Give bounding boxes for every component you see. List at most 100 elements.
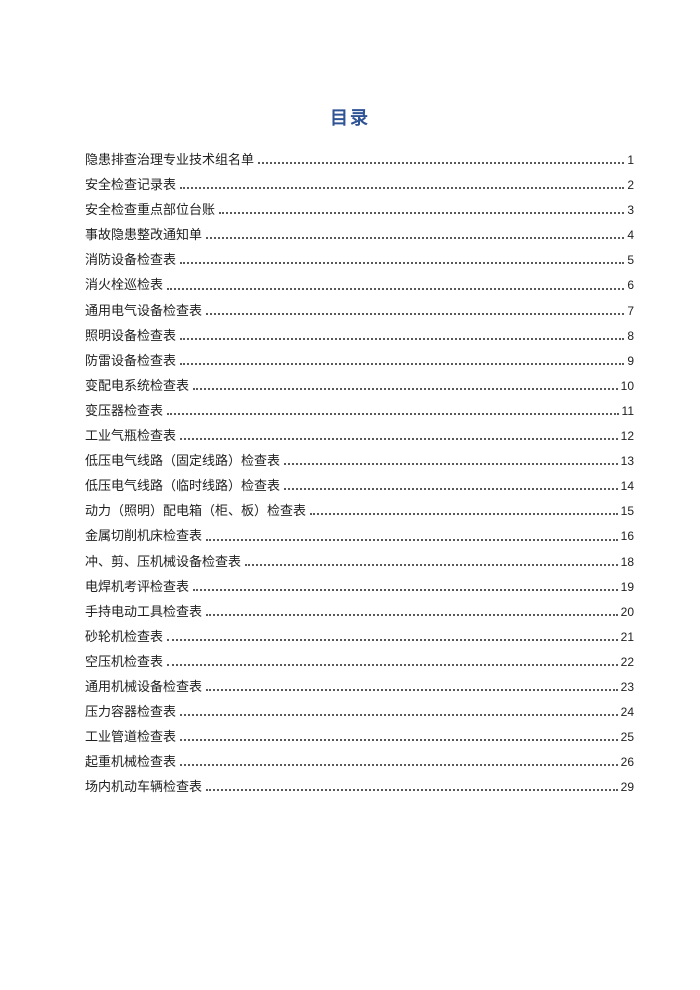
- toc-dot-leader: [206, 312, 625, 315]
- toc-entry-title: 事故隐患整改通知单: [85, 228, 203, 244]
- toc-dot-leader: [167, 663, 618, 666]
- toc-entry-title: 防雷设备检查表: [85, 353, 177, 369]
- toc-entry-title: 隐患排查治理专业技术组名单: [85, 153, 255, 168]
- toc-dot-leader: [206, 789, 618, 792]
- toc-entry-title: 安全检查记录表: [85, 178, 177, 194]
- toc-dot-leader: [284, 463, 618, 466]
- toc-entry[interactable]: 场内机动车辆检查表 29: [85, 775, 634, 800]
- toc-entry[interactable]: 电焊机考评检查表 19: [85, 575, 634, 600]
- toc-entry-page: 26: [620, 755, 634, 770]
- toc-dot-leader: [206, 613, 618, 616]
- toc-entry-title: 变压器检查表: [85, 403, 164, 419]
- toc-entry[interactable]: 低压电气线路（临时线路）检查表 14: [85, 474, 634, 499]
- toc-entry-page: 5: [627, 253, 634, 268]
- toc-entry-page: 8: [627, 328, 634, 343]
- toc-entry-page: 12: [620, 429, 634, 444]
- toc-entry-page: 22: [620, 654, 634, 669]
- toc-dot-leader: [219, 212, 625, 215]
- toc-entry-page: 11: [621, 403, 634, 418]
- toc-entry[interactable]: 金属切削机床检查表 16: [85, 524, 634, 549]
- toc-entry[interactable]: 通用电气设备检查表 7: [85, 299, 634, 324]
- toc-entry-page: 15: [620, 504, 634, 519]
- toc-entry[interactable]: 压力容器检查表 24: [85, 700, 634, 725]
- toc-entry[interactable]: 手持电动工具检查表 20: [85, 600, 634, 625]
- toc-dot-leader: [180, 187, 625, 190]
- toc-dot-leader: [193, 588, 618, 591]
- toc-entry[interactable]: 空压机检查表 22: [85, 650, 634, 675]
- toc-entry-title: 变配电系统检查表: [85, 378, 190, 394]
- toc-list: 隐患排查治理专业技术组名单 1 安全检查记录表 2 安全检查重点部位台账 3 事故隐患整改通…: [0, 148, 700, 800]
- toc-entry-title: 工业管道检查表: [85, 730, 177, 746]
- toc-entry-page: 25: [620, 730, 634, 745]
- toc-dot-leader: [180, 714, 618, 717]
- toc-entry-title: 电焊机考评检查表: [85, 579, 190, 595]
- toc-entry-title: 金属切削机床检查表: [85, 529, 203, 545]
- toc-dot-leader: [206, 538, 618, 541]
- toc-entry-page: 7: [627, 303, 634, 318]
- toc-entry-page: 2: [627, 178, 634, 193]
- toc-entry-title: 低压电气线路（临时线路）检查表: [85, 479, 281, 495]
- toc-entry[interactable]: 起重机械检查表 26: [85, 750, 634, 775]
- toc-entry[interactable]: 工业气瓶检查表 12: [85, 424, 634, 449]
- toc-entry-page: 14: [620, 479, 634, 494]
- toc-entry-page: 19: [620, 579, 634, 594]
- toc-dot-leader: [180, 438, 618, 441]
- toc-entry-page: 24: [620, 705, 634, 720]
- toc-entry-title: 动力（照明）配电箱（柜、板）检查表: [85, 504, 307, 520]
- toc-entry-page: 4: [627, 228, 634, 243]
- toc-entry-title: 消防设备检查表: [85, 253, 177, 269]
- toc-entry[interactable]: 变压器检查表 11: [85, 399, 634, 424]
- toc-dot-leader: [310, 513, 618, 516]
- toc-dot-leader: [180, 764, 618, 767]
- toc-entry[interactable]: 照明设备检查表 8: [85, 324, 634, 349]
- toc-dot-leader: [180, 262, 625, 265]
- toc-entry-page: 18: [620, 554, 634, 569]
- toc-entry-title: 起重机械检查表: [85, 755, 177, 771]
- toc-entry-page: 29: [620, 780, 634, 795]
- toc-entry-page: 20: [620, 604, 634, 619]
- toc-entry-title: 消火栓巡检表: [85, 278, 164, 294]
- toc-entry[interactable]: 隐患排查治理专业技术组名单 1: [85, 148, 634, 173]
- toc-entry[interactable]: 安全检查重点部位台账 3: [85, 198, 634, 223]
- toc-dot-leader: [167, 413, 619, 416]
- toc-entry[interactable]: 通用机械设备检查表 23: [85, 675, 634, 700]
- toc-entry-page: 3: [627, 203, 634, 218]
- toc-dot-leader: [193, 387, 618, 390]
- toc-entry-title: 通用机械设备检查表: [85, 679, 203, 695]
- toc-dot-leader: [258, 162, 625, 165]
- toc-entry-title: 砂轮机检查表: [85, 629, 164, 645]
- toc-entry-page: 6: [627, 278, 634, 293]
- toc-entry-page: 21: [620, 629, 634, 644]
- toc-entry[interactable]: 冲、剪、压机械设备检查表 18: [85, 550, 634, 575]
- toc-dot-leader: [206, 237, 625, 240]
- toc-entry-page: 23: [620, 679, 634, 694]
- toc-entry-title: 工业气瓶检查表: [85, 429, 177, 445]
- toc-dot-leader: [206, 689, 618, 692]
- toc-dot-leader: [180, 337, 625, 340]
- toc-entry-title: 照明设备检查表: [85, 328, 177, 344]
- toc-entry-title: 低压电气线路（固定线路）检查表: [85, 454, 281, 470]
- toc-entry-title: 安全检查重点部位台账: [85, 203, 216, 219]
- toc-entry-title: 冲、剪、压机械设备检查表: [85, 554, 242, 570]
- toc-entry-page: 10: [620, 378, 634, 393]
- toc-dot-leader: [167, 638, 618, 641]
- toc-dot-leader: [284, 488, 618, 491]
- toc-dot-leader: [180, 739, 618, 742]
- toc-entry[interactable]: 工业管道检查表 25: [85, 725, 634, 750]
- toc-entry[interactable]: 低压电气线路（固定线路）检查表 13: [85, 449, 634, 474]
- toc-entry[interactable]: 砂轮机检查表 21: [85, 625, 634, 650]
- toc-entry-title: 场内机动车辆检查表: [85, 780, 203, 796]
- toc-entry-page: 16: [620, 529, 634, 544]
- toc-entry[interactable]: 消火栓巡检表 6: [85, 273, 634, 298]
- toc-entry[interactable]: 事故隐患整改通知单 4: [85, 223, 634, 248]
- toc-entry[interactable]: 防雷设备检查表 9: [85, 349, 634, 374]
- toc-entry-title: 通用电气设备检查表: [85, 303, 203, 319]
- toc-entry[interactable]: 安全检查记录表 2: [85, 173, 634, 198]
- toc-dot-leader: [180, 362, 625, 365]
- toc-entry-page: 9: [627, 353, 634, 368]
- toc-entry[interactable]: 变配电系统检查表 10: [85, 374, 634, 399]
- toc-title: 目录: [330, 108, 370, 129]
- toc-entry[interactable]: 消防设备检查表 5: [85, 248, 634, 273]
- toc-entry[interactable]: 动力（照明）配电箱（柜、板）检查表 15: [85, 499, 634, 524]
